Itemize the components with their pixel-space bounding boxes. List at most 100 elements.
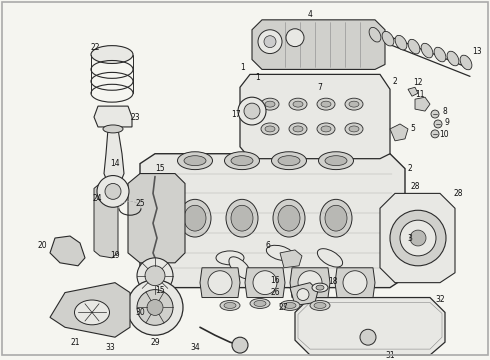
Ellipse shape: [349, 126, 359, 132]
Polygon shape: [94, 106, 132, 127]
Ellipse shape: [267, 245, 294, 261]
Polygon shape: [240, 75, 390, 159]
Ellipse shape: [103, 125, 123, 133]
Ellipse shape: [321, 126, 331, 132]
Ellipse shape: [250, 298, 270, 309]
Text: 1: 1: [241, 63, 245, 72]
Text: 12: 12: [413, 78, 423, 87]
Circle shape: [343, 271, 367, 294]
Text: 29: 29: [150, 338, 160, 347]
Polygon shape: [335, 268, 375, 297]
Ellipse shape: [316, 285, 324, 290]
Ellipse shape: [318, 152, 353, 170]
Circle shape: [244, 103, 260, 119]
Polygon shape: [415, 97, 430, 111]
Text: 7: 7: [318, 83, 322, 92]
Text: 33: 33: [105, 343, 115, 352]
Polygon shape: [295, 297, 445, 355]
Polygon shape: [128, 174, 185, 263]
Ellipse shape: [314, 302, 326, 309]
Text: 31: 31: [385, 351, 395, 360]
Text: 1: 1: [256, 73, 260, 82]
Polygon shape: [380, 193, 455, 283]
Polygon shape: [140, 154, 405, 288]
Circle shape: [145, 266, 165, 285]
Ellipse shape: [278, 156, 300, 166]
Polygon shape: [280, 250, 302, 268]
Ellipse shape: [345, 123, 363, 135]
Text: 28: 28: [410, 182, 420, 191]
Circle shape: [431, 110, 439, 118]
Ellipse shape: [318, 249, 343, 267]
Circle shape: [105, 184, 121, 199]
Polygon shape: [390, 124, 408, 141]
Text: 15: 15: [155, 164, 165, 173]
Ellipse shape: [289, 98, 307, 110]
Ellipse shape: [408, 39, 420, 54]
Ellipse shape: [320, 199, 352, 237]
Polygon shape: [245, 268, 285, 297]
Ellipse shape: [231, 205, 253, 231]
Text: 23: 23: [130, 113, 140, 122]
Polygon shape: [50, 283, 130, 337]
Ellipse shape: [254, 301, 266, 306]
Ellipse shape: [382, 31, 394, 46]
Polygon shape: [290, 283, 318, 306]
Ellipse shape: [271, 152, 307, 170]
Text: 9: 9: [444, 118, 449, 127]
Circle shape: [97, 176, 129, 207]
Polygon shape: [290, 268, 330, 297]
Ellipse shape: [261, 123, 279, 135]
Circle shape: [258, 30, 282, 54]
Polygon shape: [252, 20, 385, 69]
Ellipse shape: [265, 101, 275, 107]
Text: 2: 2: [392, 77, 397, 86]
Ellipse shape: [349, 101, 359, 107]
Text: 18: 18: [328, 277, 338, 286]
Text: 16: 16: [270, 276, 280, 285]
Circle shape: [137, 289, 173, 325]
Text: 19: 19: [110, 251, 120, 260]
Ellipse shape: [345, 98, 363, 110]
Ellipse shape: [280, 301, 300, 310]
Text: 15: 15: [155, 286, 165, 295]
Circle shape: [127, 280, 183, 335]
Text: 24: 24: [92, 194, 102, 203]
Text: 25: 25: [135, 199, 145, 208]
Ellipse shape: [273, 199, 305, 237]
Text: 17: 17: [231, 109, 241, 118]
Polygon shape: [104, 129, 124, 186]
Ellipse shape: [421, 43, 433, 58]
Circle shape: [431, 130, 439, 138]
Circle shape: [360, 329, 376, 345]
Text: 8: 8: [442, 107, 447, 116]
Text: 26: 26: [270, 288, 280, 297]
Circle shape: [147, 300, 163, 315]
Circle shape: [298, 271, 322, 294]
Polygon shape: [200, 268, 240, 297]
Circle shape: [434, 120, 442, 128]
Text: 11: 11: [415, 90, 425, 99]
Circle shape: [137, 258, 173, 293]
Ellipse shape: [74, 300, 109, 325]
Text: 13: 13: [472, 47, 482, 56]
Ellipse shape: [293, 126, 303, 132]
Text: 2: 2: [408, 164, 413, 173]
Polygon shape: [94, 181, 118, 258]
Ellipse shape: [460, 55, 472, 70]
Ellipse shape: [231, 156, 253, 166]
Text: 10: 10: [439, 130, 449, 139]
Ellipse shape: [395, 35, 407, 50]
Ellipse shape: [224, 302, 236, 309]
Ellipse shape: [293, 101, 303, 107]
Ellipse shape: [289, 123, 307, 135]
Text: 22: 22: [90, 43, 100, 52]
Ellipse shape: [179, 199, 211, 237]
Circle shape: [253, 271, 277, 294]
Circle shape: [390, 210, 446, 266]
Ellipse shape: [91, 46, 133, 63]
Text: 32: 32: [435, 295, 445, 304]
Ellipse shape: [261, 98, 279, 110]
Ellipse shape: [434, 47, 446, 62]
Circle shape: [264, 36, 276, 48]
